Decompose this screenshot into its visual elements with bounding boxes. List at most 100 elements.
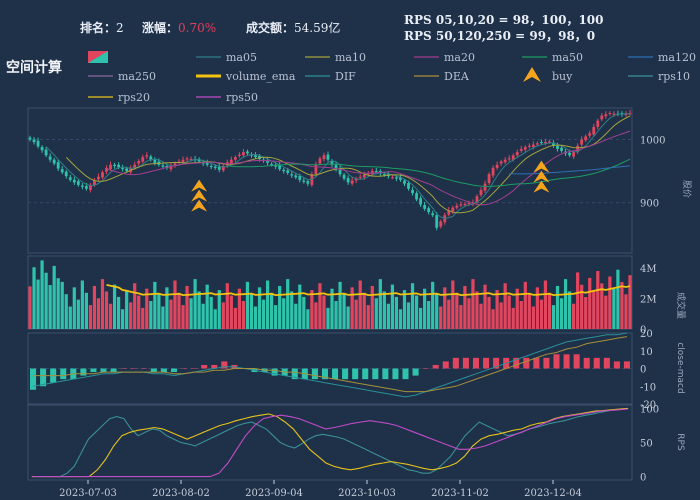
candle-body bbox=[282, 169, 286, 172]
volume-bar bbox=[278, 285, 282, 329]
candle-body bbox=[44, 149, 48, 156]
volume-bar bbox=[499, 302, 503, 329]
volume-bar bbox=[418, 307, 423, 329]
volume-bar bbox=[596, 271, 600, 329]
macd-histogram-bar bbox=[362, 368, 369, 380]
ma20-line bbox=[106, 130, 631, 206]
candle-body bbox=[266, 160, 269, 163]
candle-body bbox=[60, 169, 64, 173]
volume-bar bbox=[584, 297, 588, 329]
volume-bar bbox=[551, 305, 556, 329]
legend-item-ma50: ma50 bbox=[522, 51, 583, 64]
volume-bar bbox=[40, 260, 44, 329]
candle-body bbox=[451, 207, 455, 212]
volume-bar bbox=[290, 291, 294, 329]
volume-bar bbox=[233, 307, 237, 329]
macd-histogram-bar bbox=[613, 361, 620, 369]
x-tick-label: 2023-07-03 bbox=[59, 488, 117, 499]
macd-tick-label: 10 bbox=[640, 347, 653, 358]
volume-bar bbox=[157, 294, 161, 329]
candle-body bbox=[105, 167, 108, 172]
macd-histogram-bar bbox=[140, 368, 147, 369]
rps-line-1: RPS 05,10,20 = 98，100，100 bbox=[404, 13, 604, 27]
rps20-line bbox=[32, 407, 628, 478]
volume-bar bbox=[92, 285, 97, 329]
macd-histogram-bar bbox=[573, 354, 580, 369]
candle-body bbox=[318, 158, 322, 164]
volume-bar bbox=[366, 305, 370, 329]
volume-bar bbox=[402, 290, 407, 329]
candle-body bbox=[612, 113, 616, 115]
candle-body bbox=[48, 156, 52, 160]
macd-histogram-bar bbox=[311, 368, 318, 380]
volume-bar bbox=[491, 309, 495, 329]
candle-body bbox=[68, 177, 72, 180]
macd-histogram-bar bbox=[211, 364, 218, 369]
macd-histogram-bar bbox=[603, 357, 610, 369]
legend-item-DIF: DIF bbox=[305, 70, 356, 83]
candle-body bbox=[447, 210, 451, 215]
candle-body bbox=[36, 140, 40, 147]
candle-body bbox=[539, 142, 543, 144]
volume-bar bbox=[406, 302, 411, 329]
legend-label: ma20 bbox=[444, 51, 475, 64]
volume-bar bbox=[116, 296, 121, 329]
volume-bar bbox=[104, 291, 109, 329]
volume-bar bbox=[282, 298, 286, 329]
volume-bar bbox=[572, 303, 576, 329]
volume-bar bbox=[302, 296, 306, 329]
candle-body bbox=[80, 185, 84, 187]
candle-body bbox=[221, 166, 225, 171]
macd-histogram-bar bbox=[110, 368, 117, 373]
macd-histogram-bar bbox=[120, 368, 127, 369]
candle-body bbox=[161, 165, 165, 167]
volume-bar bbox=[265, 280, 270, 329]
price-tick-label: 900 bbox=[640, 199, 659, 210]
volume-bar bbox=[559, 298, 564, 329]
candle-body bbox=[52, 159, 56, 164]
volume-bar bbox=[527, 294, 531, 329]
volume-bar bbox=[354, 299, 358, 329]
panel-price-frame bbox=[27, 107, 633, 254]
candle-body bbox=[84, 186, 88, 189]
x-tick-label: 2023-11-02 bbox=[431, 488, 489, 499]
volume-bar bbox=[535, 287, 539, 329]
ma10-line bbox=[65, 115, 631, 214]
candle-body bbox=[254, 155, 257, 158]
volume-bar bbox=[56, 278, 60, 329]
candle-body bbox=[322, 155, 326, 160]
candle-body bbox=[483, 183, 487, 191]
volume-bar bbox=[149, 301, 153, 329]
macd-histogram-bar bbox=[100, 368, 107, 373]
volume-axis-label: 成交量 bbox=[675, 292, 687, 319]
candle-body bbox=[97, 176, 100, 180]
buy-signal-arrow bbox=[191, 189, 208, 202]
candle-body bbox=[342, 174, 346, 179]
volume-bar bbox=[423, 288, 427, 329]
volume-bar bbox=[60, 281, 64, 329]
volume-bar bbox=[515, 288, 519, 329]
turnover-info: 成交额：54.59亿 bbox=[246, 19, 340, 36]
macd-histogram-bar bbox=[150, 368, 157, 373]
candle-body bbox=[72, 179, 76, 183]
volume-bar bbox=[245, 281, 250, 329]
buy-signal-arrow bbox=[533, 170, 550, 183]
candle-body bbox=[511, 155, 515, 160]
macd-histogram-bar bbox=[452, 357, 459, 369]
buy-signal-arrow bbox=[191, 199, 208, 212]
volume-bar bbox=[604, 295, 608, 329]
candle-body bbox=[233, 157, 237, 160]
volume-bar bbox=[495, 290, 499, 329]
volume-ema-line bbox=[106, 284, 631, 297]
volume-bar bbox=[169, 299, 173, 329]
candle-body bbox=[237, 154, 241, 156]
candle-body bbox=[503, 159, 507, 163]
volume-bar bbox=[567, 291, 572, 329]
volume-bar bbox=[503, 283, 507, 329]
volume-bar bbox=[378, 279, 382, 329]
candle-body bbox=[93, 180, 96, 185]
macd-histogram-bar bbox=[402, 368, 409, 380]
candle-body bbox=[145, 155, 149, 157]
candle-body bbox=[403, 180, 406, 184]
